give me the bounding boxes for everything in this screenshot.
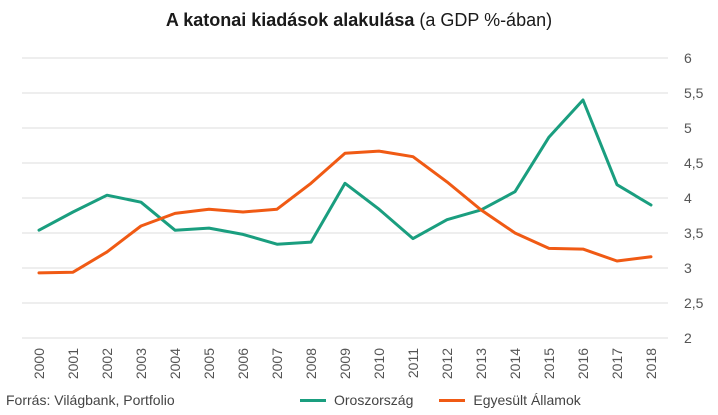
x-tick-label: 2018	[643, 348, 659, 379]
chart-title-main: A katonai kiadások alakulása	[165, 10, 415, 30]
chart-subtitle: (a GDP %-ában)	[419, 10, 553, 30]
y-tick-label: 5,5	[684, 85, 704, 101]
x-tick-label: 2007	[269, 348, 285, 379]
legend-swatch-russia	[300, 398, 326, 402]
series-line-usa	[37, 149, 653, 275]
x-tick-label: 2003	[133, 348, 149, 379]
legend-label-russia: Oroszország	[334, 392, 414, 408]
y-tick-label: 4,5	[684, 155, 704, 171]
x-tick-label: 2013	[473, 348, 489, 379]
x-tick-label: 2002	[99, 348, 115, 379]
x-tick-label: 2011	[405, 348, 421, 378]
y-tick-label: 3	[684, 260, 692, 276]
chart-title: A katonai kiadások alakulása (a GDP %-áb…	[0, 10, 718, 31]
x-tick-label: 2016	[575, 348, 591, 379]
x-tick-label: 2005	[201, 348, 217, 379]
source-note: Forrás: Világbank, Portfolio	[6, 392, 175, 408]
legend-swatch-usa	[439, 398, 466, 402]
y-tick-label: 4	[684, 190, 692, 206]
legend-item-russia: Oroszország	[300, 392, 413, 408]
x-tick-label: 2015	[541, 348, 557, 379]
x-tick-label: 2006	[235, 348, 251, 379]
x-tick-label: 2009	[337, 348, 353, 379]
y-tick-label: 2	[684, 330, 692, 346]
x-tick-label: 2014	[507, 348, 523, 379]
y-tick-label: 6	[684, 50, 692, 66]
legend-label-usa: Egyesült Államok	[473, 392, 581, 408]
x-tick-label: 2017	[609, 348, 625, 379]
x-tick-label: 2008	[303, 348, 319, 379]
x-tick-label: 2010	[371, 348, 387, 379]
x-tick-label: 2004	[167, 348, 183, 379]
x-tick-label: 2000	[31, 348, 47, 379]
x-tick-label: 2012	[439, 348, 455, 379]
y-tick-label: 5	[684, 120, 692, 136]
legend-item-usa: Egyesült Államok	[439, 392, 581, 408]
y-tick-label: 2,5	[684, 295, 704, 311]
series-line-russia	[37, 98, 653, 246]
x-tick-label: 2001	[65, 348, 81, 379]
legend: Oroszország Egyesült Államok	[300, 392, 607, 408]
y-tick-label: 3,5	[684, 225, 704, 241]
